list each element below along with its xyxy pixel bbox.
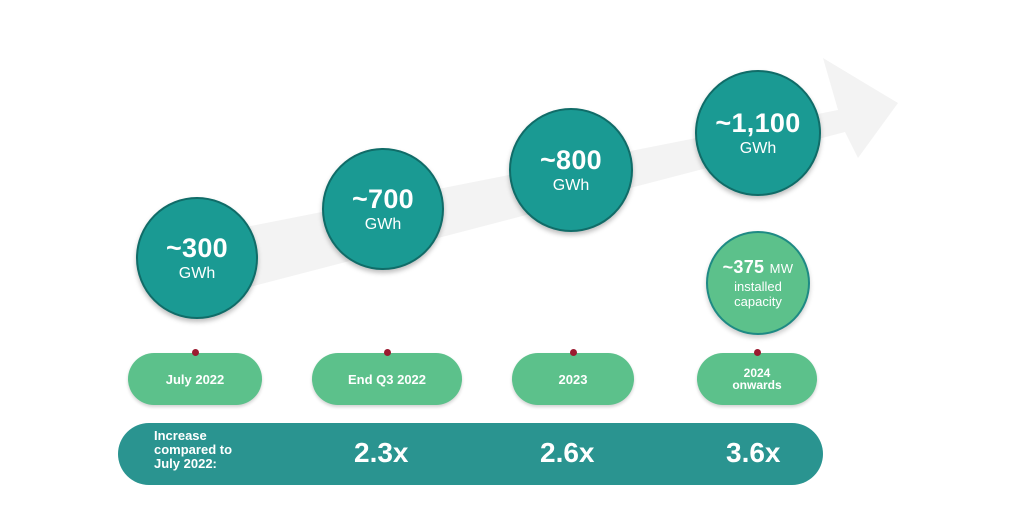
milestone-value: ~1,100	[715, 107, 801, 138]
capacity-unit: MW	[769, 261, 794, 276]
timeline-dot	[191, 349, 199, 356]
timeline-dot	[383, 349, 391, 356]
period-pill-2024: 2024 onwards	[697, 349, 817, 405]
milestone-unit: GWh	[364, 215, 402, 233]
period-label: July 2022	[165, 371, 225, 387]
period-line1: 2024	[743, 366, 771, 380]
comparison-bar: Increase compared to July 2022: 2.3x 2.6…	[118, 423, 823, 485]
multiplier-2023: 2.6x	[540, 437, 595, 468]
milestone-unit: GWh	[178, 264, 216, 282]
milestone-circle-2023: ~800 GWh	[509, 108, 633, 232]
capacity-number: ~375	[722, 257, 765, 277]
period-pill-2023: 2023	[512, 349, 634, 405]
period-pill-july-2022: July 2022	[128, 349, 262, 405]
capacity-circle: ~375 MW installed capacity	[706, 231, 810, 335]
milestone-circle-q3-2022: ~700 GWh	[322, 148, 444, 270]
multiplier-2024: 3.6x	[726, 437, 781, 468]
capacity-line2: capacity	[734, 294, 782, 309]
milestone-unit: GWh	[552, 176, 590, 194]
multiplier-q3-2022: 2.3x	[354, 437, 409, 468]
timeline-dot	[569, 349, 577, 356]
period-pill-q3-2022: End Q3 2022	[312, 349, 462, 405]
timeline-dot	[753, 349, 761, 356]
period-line2: onwards	[732, 378, 782, 392]
milestone-value: ~300	[165, 232, 229, 263]
milestone-circle-july-2022: ~300 GWh	[136, 197, 258, 319]
milestone-circle-2024: ~1,100 GWh	[695, 70, 821, 196]
capacity-line1: installed	[734, 279, 782, 294]
milestone-value: ~800	[539, 144, 603, 175]
comparison-label: Increase compared to July 2022:	[154, 428, 233, 471]
capacity-value: ~375 MW	[723, 257, 794, 279]
period-label: End Q3 2022	[347, 371, 427, 387]
milestone-unit: GWh	[739, 139, 777, 157]
period-label: 2023	[558, 371, 588, 387]
milestone-value: ~700	[351, 183, 415, 214]
period-label: 2024 onwards	[732, 367, 781, 391]
